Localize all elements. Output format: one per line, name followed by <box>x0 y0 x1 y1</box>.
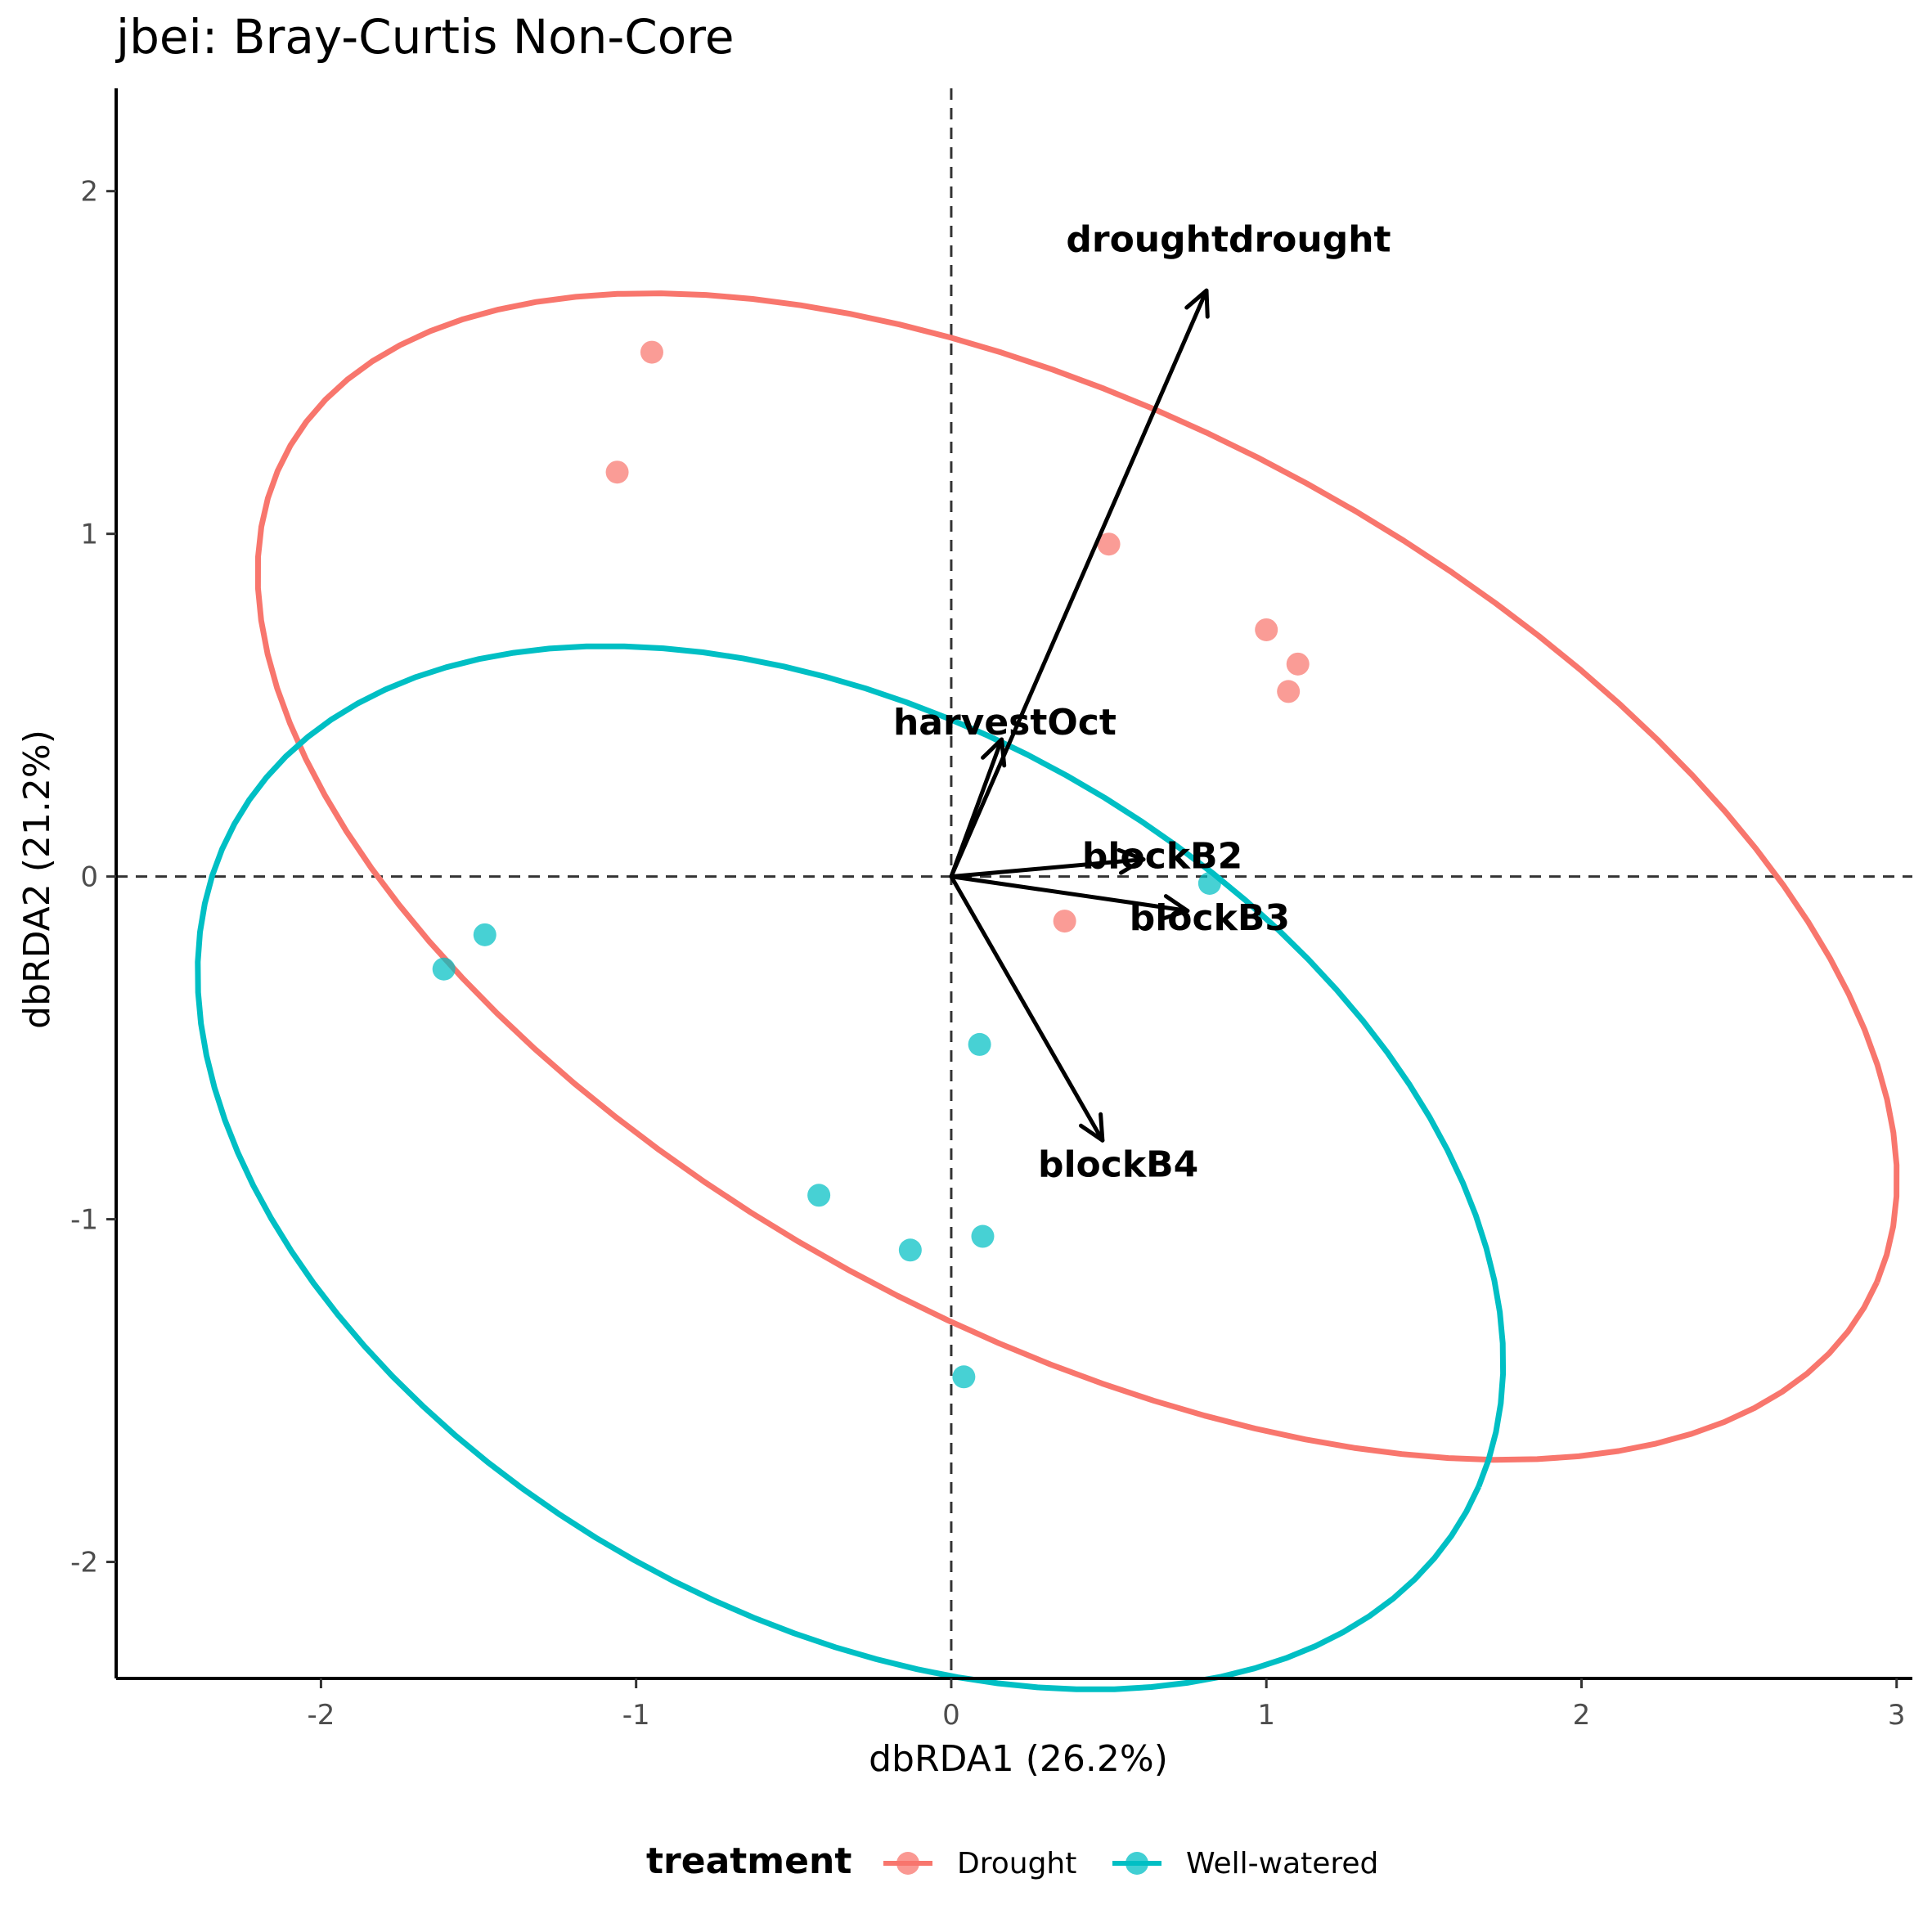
vector-label-harvestOct: harvestOct <box>893 702 1117 744</box>
x-tick-label--2: -2 <box>307 1699 335 1732</box>
legend-key-well-watered-point <box>1126 1852 1148 1875</box>
point-drought-6 <box>1277 680 1301 703</box>
y-tick-label-1: 1 <box>80 519 98 551</box>
x-axis-title: dbRDA1 (26.2%) <box>869 1738 1168 1780</box>
y-tick-label--1: -1 <box>70 1204 98 1237</box>
point-well-watered-4 <box>968 1032 991 1056</box>
legend-key-drought-point <box>896 1852 919 1875</box>
vector-arrowhead-harvestOct <box>981 737 1007 768</box>
legend-item-drought: Drought <box>883 1847 1076 1880</box>
vector-arrowhead-blockB3 <box>1160 894 1190 921</box>
vector-harvestOct <box>949 737 1004 879</box>
vector-droughtdrought <box>949 288 1209 879</box>
plot-area: droughtdrought harvestOct blockB2 blockB3 bl… <box>70 88 1912 1732</box>
legend-item-well-watered: Well-watered <box>1112 1847 1378 1880</box>
x-tick-label-3: 3 <box>1888 1699 1906 1732</box>
vector-label-blockB4: blockB4 <box>1038 1144 1198 1186</box>
y-tick-label-2: 2 <box>80 176 98 209</box>
point-well-watered-5 <box>807 1184 831 1207</box>
point-drought-3 <box>1097 532 1121 556</box>
point-drought-2 <box>605 461 629 484</box>
point-drought-1 <box>640 340 663 364</box>
legend-label-well-watered: Well-watered <box>1186 1847 1378 1880</box>
vector-arrowhead-blockB4 <box>1078 1112 1105 1143</box>
vector-label-blockB2: blockB2 <box>1082 835 1242 877</box>
point-well-watered-1 <box>1197 872 1221 895</box>
y-tick-label-0: 0 <box>80 861 98 894</box>
point-drought-5 <box>1286 652 1310 676</box>
point-well-watered-3 <box>432 957 456 981</box>
vector-label-blockB3: blockB3 <box>1130 897 1290 939</box>
point-drought-4 <box>1255 618 1278 641</box>
vector-arrowhead-blockB2 <box>1117 847 1146 875</box>
x-tick-label-0: 0 <box>942 1699 960 1732</box>
legend-title: treatment <box>646 1840 851 1882</box>
point-well-watered-6 <box>898 1238 922 1262</box>
x-tick-label--1: -1 <box>622 1699 650 1732</box>
y-axis-title: dbRDA2 (21.2%) <box>16 730 58 1029</box>
vector-arrowhead-droughtdrought <box>1184 288 1210 319</box>
legend-label-drought: Drought <box>957 1847 1076 1880</box>
point-well-watered-2 <box>473 923 496 946</box>
point-well-watered-8 <box>952 1365 976 1389</box>
vector-blockB4 <box>949 874 1105 1143</box>
vector-label-droughtdrought: droughtdrought <box>1066 218 1391 260</box>
ellipse-drought <box>254 290 1900 1463</box>
x-tick-label-2: 2 <box>1573 1699 1591 1732</box>
chart-title: jbei: Bray-Curtis Non-Core <box>115 9 735 65</box>
ellipse-well-watered <box>195 643 1507 1692</box>
point-drought-7 <box>1053 910 1076 933</box>
y-tick-label--2: -2 <box>70 1547 98 1579</box>
vector-blockB3 <box>949 874 1190 914</box>
vector-blockB2 <box>949 857 1146 879</box>
legend: treatment Drought Well-watered <box>646 1840 1378 1882</box>
x-tick-label-1: 1 <box>1257 1699 1275 1732</box>
point-well-watered-7 <box>971 1224 995 1248</box>
